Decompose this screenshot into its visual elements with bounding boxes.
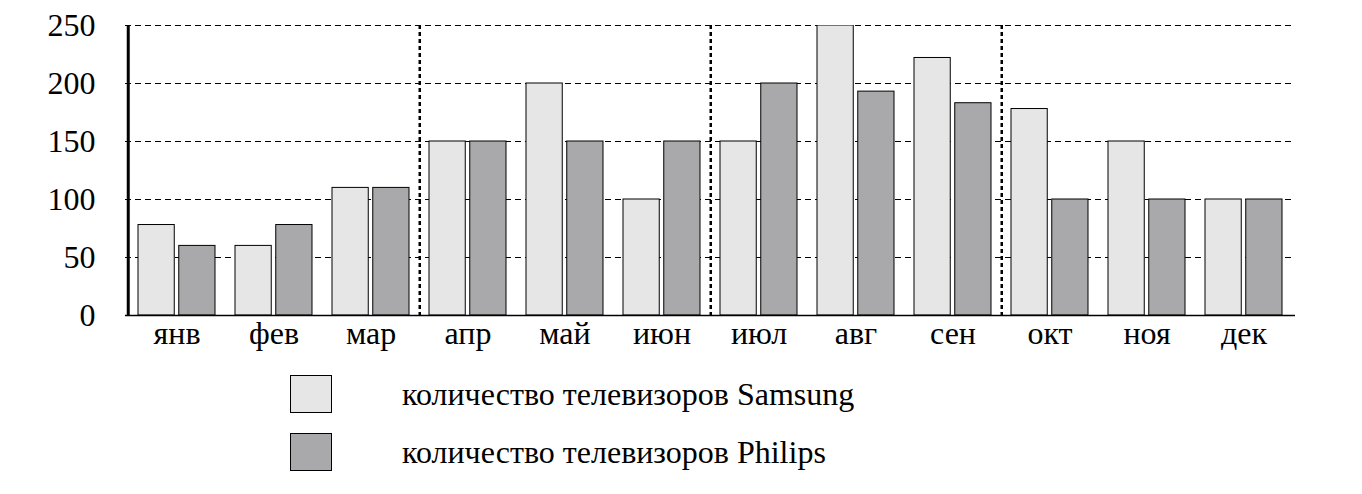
svg-text:сен: сен (930, 315, 976, 351)
svg-text:окт: окт (1027, 315, 1072, 351)
svg-text:июл: июл (731, 315, 787, 351)
svg-text:апр: апр (445, 315, 492, 351)
svg-text:200: 200 (48, 65, 96, 101)
svg-text:июн: июн (633, 315, 691, 351)
html-text:количество телевизоров Philips: количество телевизоров Philips (402, 433, 826, 470)
svg-text:50: 50 (64, 239, 96, 275)
svg-text:250: 250 (48, 7, 96, 43)
svg-text:май: май (539, 315, 590, 351)
svg-text:дек: дек (1221, 315, 1267, 351)
svg-text:авг: авг (835, 315, 877, 351)
svg-text:янв: янв (154, 315, 201, 351)
html-text:количество телевизоров Samsung: количество телевизоров Samsung (402, 375, 855, 412)
svg-text:фев: фев (249, 315, 299, 351)
svg-text:ноя: ноя (1123, 315, 1171, 351)
svg-text:100: 100 (48, 181, 96, 217)
svg-text:150: 150 (48, 123, 96, 159)
svg-text:мар: мар (346, 315, 396, 351)
svg-text:0: 0 (80, 297, 96, 333)
